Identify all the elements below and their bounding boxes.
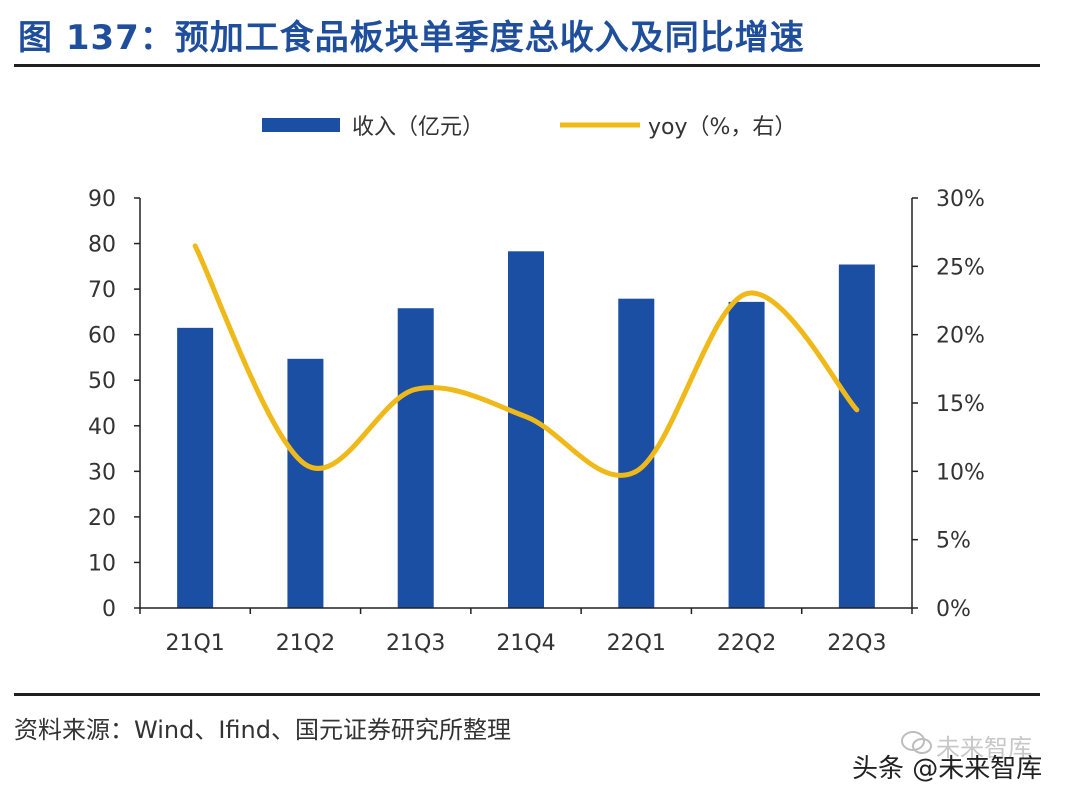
watermark-ghost-text: 未来智库 — [936, 734, 1032, 762]
right-axis-tick-label: 30% — [936, 187, 985, 212]
x-axis-tick-label: 21Q1 — [165, 631, 224, 656]
x-axis-tick-label: 22Q1 — [607, 631, 666, 656]
bar — [508, 251, 544, 609]
legend-swatch-bar — [262, 118, 340, 132]
figure-title: 图 137：预加工食品板块单季度总收入及同比增速 — [18, 18, 805, 58]
bar — [618, 298, 655, 608]
right-axis: 0% 5% 10% 15% 20% 25% 30% — [911, 187, 985, 622]
left-axis-tick-label: 10 — [88, 551, 116, 576]
wechat-icon — [901, 731, 932, 754]
x-axis-tick-label: 21Q4 — [496, 631, 555, 656]
left-axis-tick-label: 60 — [88, 324, 116, 349]
right-axis-tick-label: 0% — [936, 597, 971, 622]
right-axis-tick-label: 5% — [936, 529, 971, 554]
top-rule — [14, 64, 1040, 67]
bar — [177, 327, 214, 608]
left-axis-tick-label: 70 — [88, 278, 116, 303]
bar — [838, 264, 875, 608]
bar — [397, 308, 434, 608]
left-axis-tick-label: 40 — [88, 415, 116, 440]
x-axis: 21Q1 21Q2 21Q3 21Q4 22Q1 22Q2 22Q3 — [139, 607, 913, 656]
x-axis-tick-label: 22Q2 — [717, 631, 776, 656]
x-axis-tick-label: 21Q3 — [386, 631, 445, 656]
bar — [728, 301, 765, 608]
left-axis-tick-label: 30 — [88, 460, 116, 485]
left-axis-tick-label: 20 — [88, 506, 116, 531]
bottom-rule — [14, 693, 1040, 696]
left-axis-tick-label: 90 — [88, 187, 116, 212]
line-series — [192, 243, 860, 478]
legend-label-line: yoy（%，右） — [648, 115, 796, 140]
watermark-text: 头条 @未来智库 — [852, 754, 1043, 784]
bar-series — [177, 251, 875, 609]
x-axis-tick-label: 21Q2 — [276, 631, 335, 656]
left-axis-tick-label: 80 — [88, 233, 116, 258]
chart: 收入（亿元） yoy（%，右） 0 10 20 30 40 50 60 70 80 90 0% 5% 1… — [88, 115, 985, 656]
left-axis: 0 10 20 30 40 50 60 70 80 90 — [88, 187, 141, 622]
left-axis-tick-label: 0 — [102, 597, 116, 622]
right-axis-tick-label: 10% — [936, 460, 985, 485]
right-axis-tick-label: 25% — [936, 255, 985, 280]
right-axis-tick-label: 15% — [936, 392, 985, 417]
x-axis-tick-label: 22Q3 — [827, 631, 886, 656]
source-note: 资料来源：Wind、Ifind、国元证券研究所整理 — [14, 716, 511, 744]
legend: 收入（亿元） yoy（%，右） — [262, 115, 796, 140]
left-axis-tick-label: 50 — [88, 369, 116, 394]
legend-label-bar: 收入（亿元） — [352, 115, 484, 140]
bar — [287, 358, 324, 608]
right-axis-tick-label: 20% — [936, 324, 985, 349]
